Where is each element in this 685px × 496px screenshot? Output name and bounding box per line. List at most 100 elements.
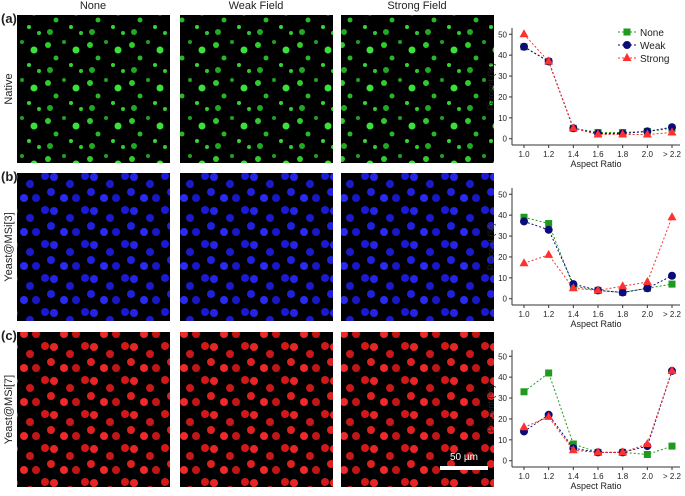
y-tick-label: 40 xyxy=(498,211,507,220)
row-label: Native xyxy=(3,73,15,104)
x-tick-label: 1.0 xyxy=(518,310,530,319)
micrograph xyxy=(180,15,333,163)
x-tick-label: 1.0 xyxy=(518,472,530,481)
marker xyxy=(668,123,676,132)
x-tick-label: 1.4 xyxy=(568,150,580,159)
marker xyxy=(618,129,628,138)
y-tick-label: 10 xyxy=(498,436,507,445)
marker xyxy=(618,288,627,297)
panel-letter: (a) xyxy=(1,11,17,26)
y-tick-label: 30 xyxy=(498,72,507,81)
y-tick-label: 10 xyxy=(498,114,507,123)
marker xyxy=(618,281,628,290)
x-tick-label: 1.4 xyxy=(568,310,580,319)
micrograph xyxy=(180,332,333,487)
y-tick-label: 50 xyxy=(498,352,507,361)
micrograph xyxy=(341,15,494,163)
micrograph xyxy=(17,332,170,487)
y-tick-label: 50 xyxy=(498,30,507,39)
panel-letter: (b) xyxy=(1,169,18,184)
y-tick-label: 0 xyxy=(503,135,508,144)
marker xyxy=(668,442,676,450)
marker xyxy=(668,280,676,288)
marker xyxy=(593,285,603,294)
marker xyxy=(593,129,603,138)
x-tick-label: 1.8 xyxy=(617,150,629,159)
x-tick-label: 1.6 xyxy=(592,472,604,481)
marker xyxy=(642,277,652,286)
marker xyxy=(568,123,578,132)
x-axis-label: Aspect Ratio xyxy=(570,481,621,491)
y-axis-label: Percent (%) xyxy=(486,385,496,433)
row-label: Yeast@MSi[7] xyxy=(3,375,15,444)
marker xyxy=(544,56,554,65)
y-tick-label: 50 xyxy=(498,190,507,199)
marker xyxy=(643,284,652,293)
y-tick-label: 30 xyxy=(498,232,507,241)
marker xyxy=(544,411,554,420)
x-tick-label: 1.8 xyxy=(617,310,629,319)
marker xyxy=(520,217,528,226)
y-tick-label: 40 xyxy=(498,373,507,382)
marker xyxy=(568,283,578,292)
marker xyxy=(519,422,529,431)
marker xyxy=(667,212,677,221)
marker xyxy=(622,53,632,61)
marker xyxy=(520,42,528,51)
y-tick-label: 20 xyxy=(498,415,507,424)
y-tick-label: 40 xyxy=(498,51,507,60)
column-header: None xyxy=(80,0,106,12)
x-tick-label: 1.6 xyxy=(592,150,604,159)
legend-label: Weak xyxy=(640,41,666,52)
marker xyxy=(520,213,528,221)
x-axis-label: Aspect Ratio xyxy=(570,159,621,169)
y-tick-label: 0 xyxy=(503,457,508,466)
marker xyxy=(519,29,529,38)
row-label: Yeast@MSi[3] xyxy=(3,212,15,281)
marker xyxy=(568,445,578,454)
marker xyxy=(667,365,677,374)
marker xyxy=(519,258,529,267)
x-axis-label: Aspect Ratio xyxy=(570,319,621,329)
x-tick-label: > 2.2 xyxy=(663,310,682,319)
marker xyxy=(642,439,652,448)
y-tick-label: 30 xyxy=(498,394,507,403)
marker xyxy=(545,220,553,228)
marker xyxy=(623,28,631,36)
y-tick-label: 0 xyxy=(503,295,508,304)
x-tick-label: 1.2 xyxy=(543,310,555,319)
x-tick-label: 1.2 xyxy=(543,150,555,159)
x-tick-label: 2.0 xyxy=(642,150,654,159)
y-tick-label: 20 xyxy=(498,93,507,102)
x-tick-label: 2.0 xyxy=(642,310,654,319)
marker xyxy=(668,271,676,280)
marker xyxy=(618,447,628,456)
micrograph xyxy=(17,173,170,321)
micrograph xyxy=(17,15,170,163)
marker xyxy=(544,225,553,234)
micrograph xyxy=(341,173,494,321)
panel-letter: (c) xyxy=(1,328,17,343)
y-axis-label: Percent (%) xyxy=(486,223,496,271)
legend-label: Strong xyxy=(640,54,669,65)
scale-bar-label: 50 µm xyxy=(450,452,478,463)
marker xyxy=(520,388,528,396)
x-tick-label: > 2.2 xyxy=(663,150,682,159)
y-axis-label: Percent (%) xyxy=(486,63,496,111)
y-tick-label: 20 xyxy=(498,253,507,262)
marker xyxy=(569,440,577,448)
legend-label: None xyxy=(640,28,664,39)
x-tick-label: 1.4 xyxy=(568,472,580,481)
marker xyxy=(643,450,651,458)
x-tick-label: 1.8 xyxy=(617,472,629,481)
column-header: Strong Field xyxy=(387,0,446,12)
marker xyxy=(642,129,652,138)
x-tick-label: 1.2 xyxy=(543,472,555,481)
x-tick-label: 1.0 xyxy=(518,150,530,159)
marker xyxy=(593,447,603,456)
micrograph xyxy=(180,173,333,321)
x-tick-label: 1.6 xyxy=(592,310,604,319)
x-tick-label: 2.0 xyxy=(642,472,654,481)
marker xyxy=(623,41,631,49)
